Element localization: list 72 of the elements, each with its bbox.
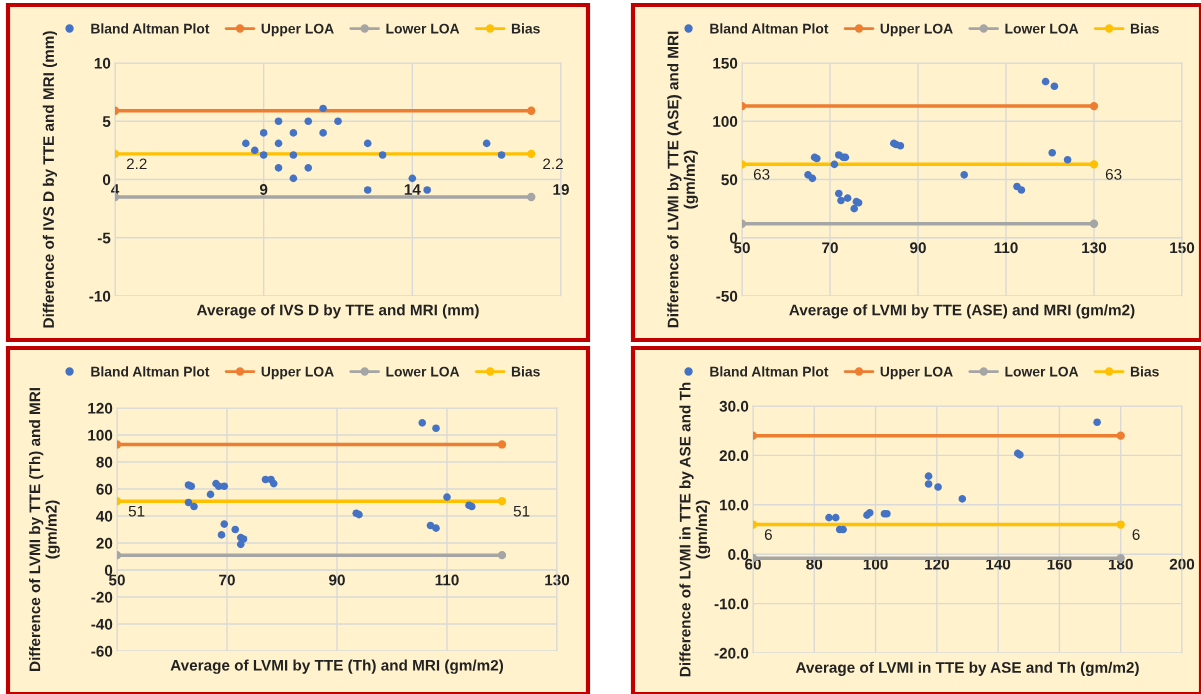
x-tick-label: 150 [1170, 242, 1195, 254]
y-tick-label: 80 [96, 456, 113, 468]
y-tick-label: 0 [102, 174, 111, 186]
x-axis-title: Average of LVMI by TTE (ASE) and MRI (gm/m2) [789, 304, 1135, 319]
x-tick-label: 14 [404, 184, 421, 195]
y-tick-label: 20 [96, 537, 113, 549]
x-tick-label: 9 [259, 184, 268, 195]
y-tick-label: 0 [729, 232, 738, 244]
legend-label: Upper LOA [880, 366, 953, 380]
legend-label: Bland Altman Plot [710, 366, 829, 377]
y-tick-label: -20 [91, 591, 113, 603]
y-tick-label: -60 [91, 645, 113, 657]
x-tick-label: 70 [219, 574, 235, 586]
legend-label: Upper LOA [880, 23, 953, 37]
y-tick-label: 40 [96, 510, 113, 522]
data-label: 51 [513, 505, 530, 517]
y-tick-label: 100 [88, 429, 113, 441]
y-axis-title: Difference of LVMI by TTE (ASE) and MRI (gm/m2) [667, 31, 698, 328]
y-tick-label: 60 [96, 483, 113, 495]
x-tick-label: 110 [435, 574, 459, 586]
legend-label: Bland Altman Plot [91, 366, 210, 377]
y-tick-label: -5 [97, 232, 111, 244]
data-label: 63 [753, 168, 770, 180]
legend-label: Bland Altman Plot [91, 23, 210, 34]
legend-label: Upper LOA [261, 366, 334, 380]
y-axis-title: Difference of IVS D by TTE and MRI (mm) [42, 31, 58, 328]
legend-label: Bland Altman Plot [710, 23, 829, 34]
x-tick-label: 90 [329, 574, 345, 586]
y-axis-title: Difference of LVMI in TTE by ASE and Th (gm/m2) [679, 382, 711, 677]
y-tick-label: 5 [102, 116, 111, 127]
legend-label: Upper LOA [261, 23, 334, 37]
y-tick-label: 20.0 [719, 450, 749, 462]
x-axis-title: Average of LVMI by TTE (Th) and MRI (gm/m2) [170, 659, 504, 674]
x-tick-label: 110 [994, 242, 1018, 254]
data-label: 51 [128, 505, 145, 517]
x-tick-label: 4 [110, 184, 120, 195]
legend-label: Lower LOA [386, 23, 460, 34]
y-tick-label: 150 [713, 57, 738, 69]
data-label: 6 [1132, 529, 1140, 540]
y-tick-label: 10.0 [720, 499, 749, 511]
legend-label: Lower LOA [1005, 366, 1079, 377]
x-tick-label: 90 [910, 242, 926, 254]
data-label: 63 [1105, 168, 1122, 180]
x-tick-label: 130 [545, 574, 570, 586]
x-axis-title: Average of LVMI in TTE by ASE and Th (gm/m2) [795, 661, 1139, 676]
y-tick-label: 0 [104, 564, 113, 576]
y-tick-label: -10.0 [714, 598, 749, 610]
legend-label: Bias [1130, 23, 1159, 34]
data-label: 2.2 [126, 158, 147, 170]
legend-label: Bias [1130, 366, 1159, 377]
x-axis-title: Average of IVS D by TTE and MRI (mm) [196, 304, 479, 319]
x-tick-label: 130 [1082, 242, 1107, 254]
y-tick-label: -20.0 [714, 647, 749, 659]
y-tick-label: -50 [716, 290, 738, 302]
y-tick-label: 10 [94, 57, 111, 69]
y-tick-label: -40 [91, 618, 113, 630]
legend-label: Bias [511, 366, 540, 377]
x-tick-label: 19 [553, 184, 569, 195]
y-tick-label: 0.0 [728, 549, 749, 560]
legend-label: Lower LOA [386, 366, 460, 377]
data-label: 2.2 [543, 158, 563, 170]
y-tick-label: 100 [713, 116, 738, 127]
data-label: 6 [764, 529, 772, 540]
x-tick-label: 70 [822, 242, 838, 254]
x-tick-label: 200 [1169, 558, 1195, 570]
legend-label: Bias [511, 23, 540, 34]
y-tick-label: -10 [89, 290, 111, 302]
y-tick-label: 30.0 [719, 400, 749, 412]
legend-label: Lower LOA [1005, 23, 1079, 34]
y-axis-title: Difference of LVMI by TTE (Th) and MRI (gm/m2) [29, 388, 60, 671]
y-tick-label: 120 [88, 402, 113, 414]
y-tick-label: 50 [721, 174, 738, 186]
